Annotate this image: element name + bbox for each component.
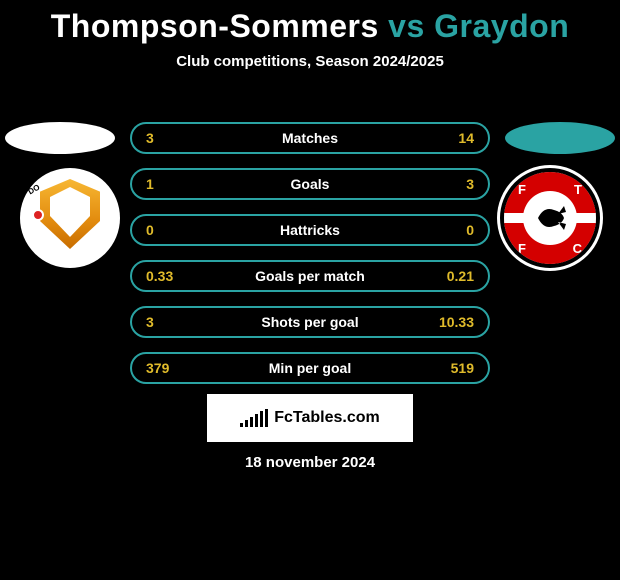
stat-right-value: 0.21 xyxy=(424,268,474,284)
stat-label: Goals per match xyxy=(196,268,424,284)
vs-text: vs xyxy=(388,8,425,44)
stat-row: 3Matches14 xyxy=(130,122,490,154)
stats-table: 3Matches141Goals30Hattricks00.33Goals pe… xyxy=(130,122,490,398)
stat-label: Shots per goal xyxy=(196,314,424,330)
stat-right-value: 3 xyxy=(424,176,474,192)
player1-placeholder xyxy=(5,122,115,154)
stat-row: 3Shots per goal10.33 xyxy=(130,306,490,338)
bars-icon xyxy=(240,409,268,427)
club-badge-right: F T F C xyxy=(500,168,600,268)
player1-name: Thompson-Sommers xyxy=(51,8,379,44)
badge-left-text: DO xyxy=(27,183,42,197)
club-badge-left: DO xyxy=(20,168,120,268)
stat-left-value: 379 xyxy=(146,360,196,376)
comparison-title: Thompson-Sommers vs Graydon xyxy=(0,0,620,45)
stat-row: 379Min per goal519 xyxy=(130,352,490,384)
stat-right-value: 10.33 xyxy=(424,314,474,330)
subtitle: Club competitions, Season 2024/2025 xyxy=(0,53,620,70)
badge-right-letters: F T F C xyxy=(504,172,596,264)
site-banner: FcTables.com xyxy=(207,394,413,442)
date-text: 18 november 2024 xyxy=(0,454,620,471)
shield-icon xyxy=(40,179,100,249)
stat-label: Matches xyxy=(196,130,424,146)
stat-right-value: 519 xyxy=(424,360,474,376)
stat-label: Min per goal xyxy=(196,360,424,376)
stat-left-value: 0.33 xyxy=(146,268,196,284)
stat-left-value: 0 xyxy=(146,222,196,238)
stat-label: Goals xyxy=(196,176,424,192)
dot-icon xyxy=(32,209,44,221)
stat-row: 1Goals3 xyxy=(130,168,490,200)
stat-left-value: 1 xyxy=(146,176,196,192)
stat-right-value: 14 xyxy=(424,130,474,146)
stat-left-value: 3 xyxy=(146,314,196,330)
stat-right-value: 0 xyxy=(424,222,474,238)
stat-row: 0Hattricks0 xyxy=(130,214,490,246)
stat-label: Hattricks xyxy=(196,222,424,238)
player2-name: Graydon xyxy=(434,8,569,44)
player2-placeholder xyxy=(505,122,615,154)
stat-left-value: 3 xyxy=(146,130,196,146)
stat-row: 0.33Goals per match0.21 xyxy=(130,260,490,292)
site-name: FcTables.com xyxy=(274,409,380,427)
